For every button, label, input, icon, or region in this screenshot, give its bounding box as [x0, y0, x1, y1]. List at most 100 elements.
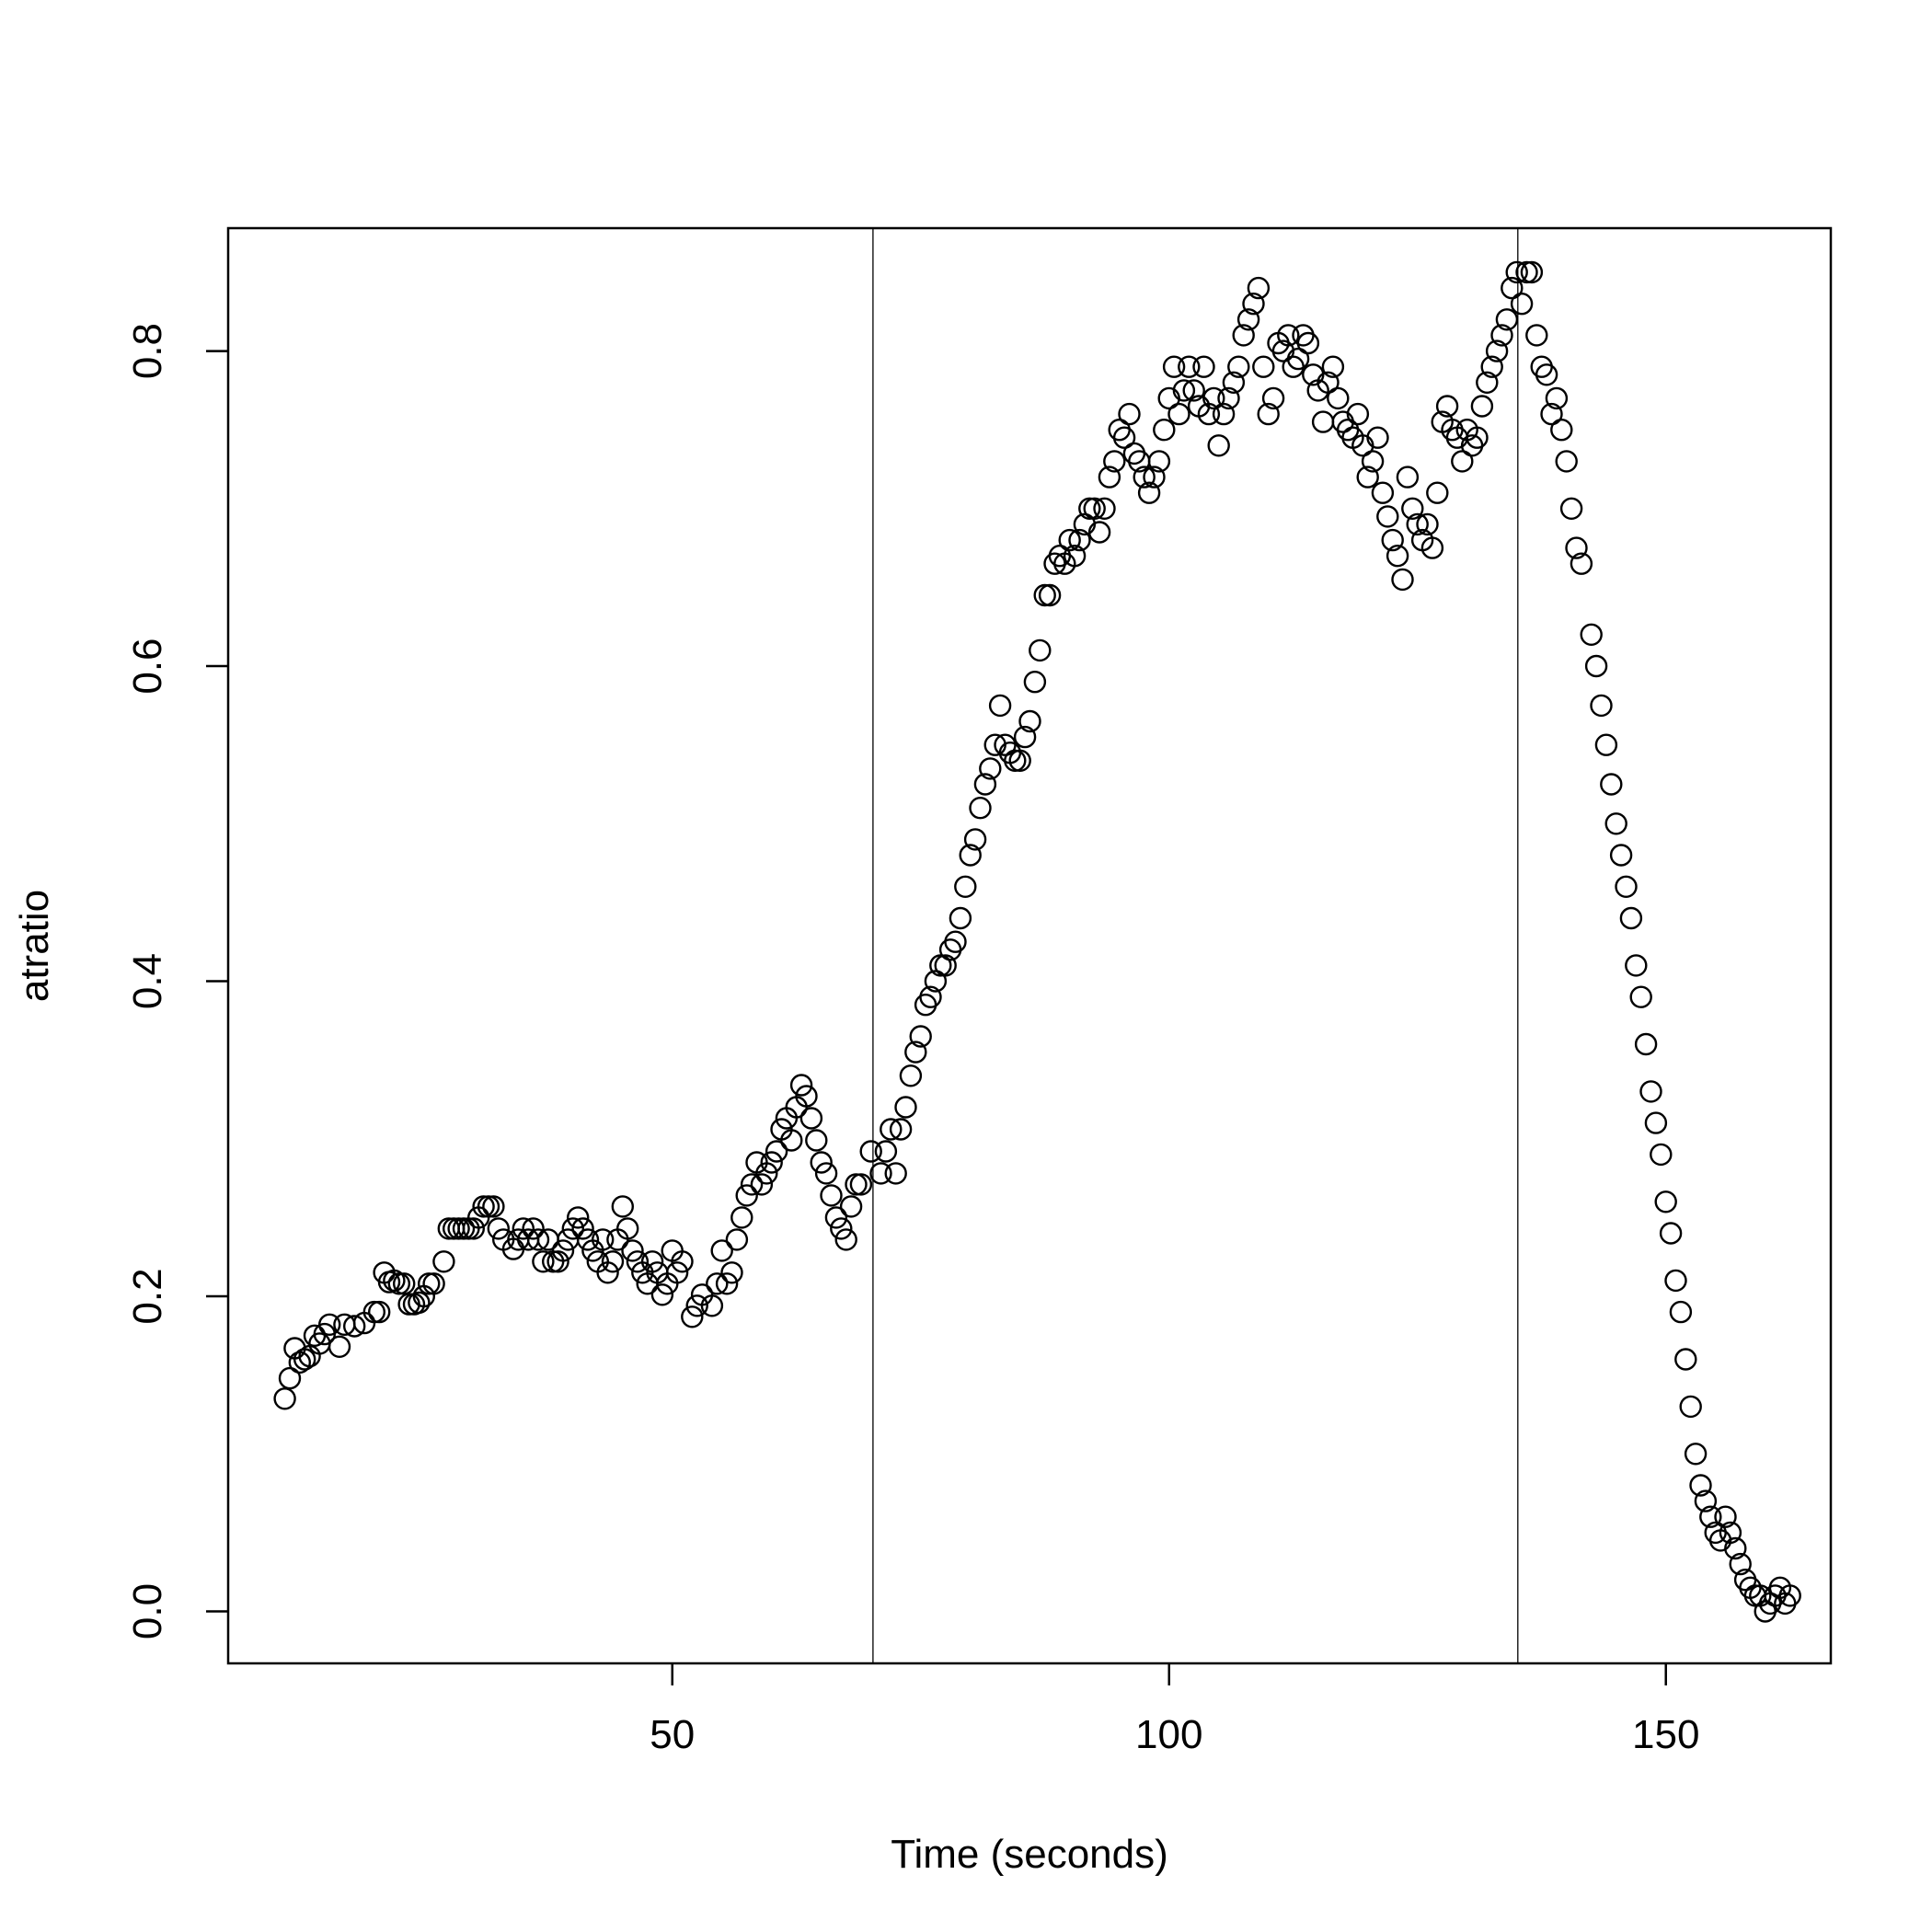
data-point: [1659, 1222, 1683, 1245]
data-point: [760, 1151, 783, 1174]
data-point: [650, 1283, 674, 1306]
data-point: [1485, 339, 1509, 362]
data-point: [1004, 749, 1027, 772]
y-tick-label: 0.2: [125, 1268, 170, 1324]
data-point: [884, 1162, 907, 1185]
data-point: [1654, 1190, 1677, 1213]
data-point: [487, 1217, 510, 1240]
data-point: [929, 954, 952, 977]
data-point: [1361, 450, 1385, 473]
data-point: [973, 773, 997, 796]
data-point: [1257, 402, 1280, 426]
data-point: [1689, 1474, 1712, 1497]
data-point: [318, 1313, 341, 1337]
data-point: [1679, 1395, 1702, 1419]
data-points: [273, 260, 1801, 1623]
data-point: [1023, 671, 1047, 694]
data-point: [1724, 1536, 1747, 1560]
data-point: [765, 1140, 788, 1163]
data-point: [755, 1162, 778, 1185]
data-point: [685, 1294, 708, 1317]
data-point: [894, 1096, 917, 1119]
data-point: [532, 1250, 555, 1273]
data-point: [616, 1217, 639, 1240]
data-point: [1625, 954, 1648, 977]
data-point: [1227, 355, 1250, 378]
data-point: [596, 1261, 619, 1284]
data-point: [1286, 347, 1310, 371]
data-point: [1699, 1505, 1722, 1528]
data-point: [1639, 1080, 1662, 1103]
data-point: [1118, 402, 1141, 426]
data-point: [432, 1250, 455, 1273]
data-point: [601, 1250, 625, 1273]
data-point: [963, 828, 987, 851]
data-point: [979, 757, 1002, 780]
data-point: [1719, 1521, 1742, 1545]
data-point: [1162, 355, 1186, 378]
data-point: [1609, 844, 1633, 867]
data-point: [1261, 386, 1285, 410]
data-point: [1545, 386, 1569, 410]
data-point: [1604, 812, 1627, 835]
data-point: [1083, 497, 1106, 520]
x-axis: 50 100 150: [650, 1663, 1699, 1757]
data-point: [706, 1272, 729, 1295]
data-point: [1426, 481, 1449, 504]
data-point: [710, 1239, 733, 1262]
data-point: [750, 1173, 774, 1196]
data-point: [462, 1217, 485, 1240]
data-point: [477, 1195, 500, 1218]
data-point: [1555, 450, 1578, 473]
data-point: [1093, 497, 1116, 520]
data-point: [1058, 528, 1081, 552]
data-point: [452, 1217, 476, 1240]
data-point: [720, 1261, 743, 1284]
data-point: [1674, 1348, 1697, 1371]
x-tick-label: 150: [1632, 1712, 1699, 1757]
data-point: [1153, 419, 1176, 442]
data-point: [1202, 386, 1225, 410]
data-point: [576, 1228, 600, 1251]
data-point: [1644, 1111, 1668, 1134]
data-point: [1376, 505, 1399, 528]
data-point: [1594, 733, 1618, 756]
data-point: [343, 1315, 366, 1338]
data-point: [1038, 583, 1062, 607]
data-point: [1580, 623, 1603, 646]
data-point: [1068, 528, 1091, 552]
data-point: [273, 1387, 296, 1410]
data-point: [1212, 402, 1236, 426]
data-point: [1396, 466, 1420, 489]
y-tick-label: 0.0: [125, 1583, 170, 1639]
data-point: [845, 1173, 868, 1196]
data-point: [472, 1195, 495, 1218]
data-point: [626, 1250, 650, 1273]
data-point: [1501, 276, 1524, 300]
data-point: [1476, 371, 1499, 394]
data-point: [546, 1250, 569, 1273]
data-point: [810, 1151, 833, 1174]
data-point: [830, 1217, 853, 1240]
data-point: [1480, 355, 1503, 378]
data-point: [1550, 419, 1573, 442]
y-tick-label: 0.8: [125, 323, 170, 379]
data-point: [1650, 1143, 1673, 1167]
data-point: [780, 1129, 803, 1152]
data-point: [725, 1228, 749, 1251]
data-point: [700, 1294, 724, 1317]
data-point: [988, 694, 1012, 718]
data-point: [1525, 324, 1548, 347]
data-point: [1714, 1505, 1737, 1528]
data-point: [1615, 875, 1638, 898]
data-point: [1570, 552, 1593, 575]
data-point: [1178, 355, 1201, 378]
data-point: [1515, 260, 1538, 284]
data-point: [522, 1217, 545, 1240]
data-point: [899, 1064, 923, 1087]
y-axis-label: atratio: [12, 890, 57, 1002]
data-point: [1327, 386, 1350, 410]
data-point: [671, 1250, 694, 1273]
data-point: [1242, 293, 1265, 316]
data-point: [1346, 402, 1370, 426]
